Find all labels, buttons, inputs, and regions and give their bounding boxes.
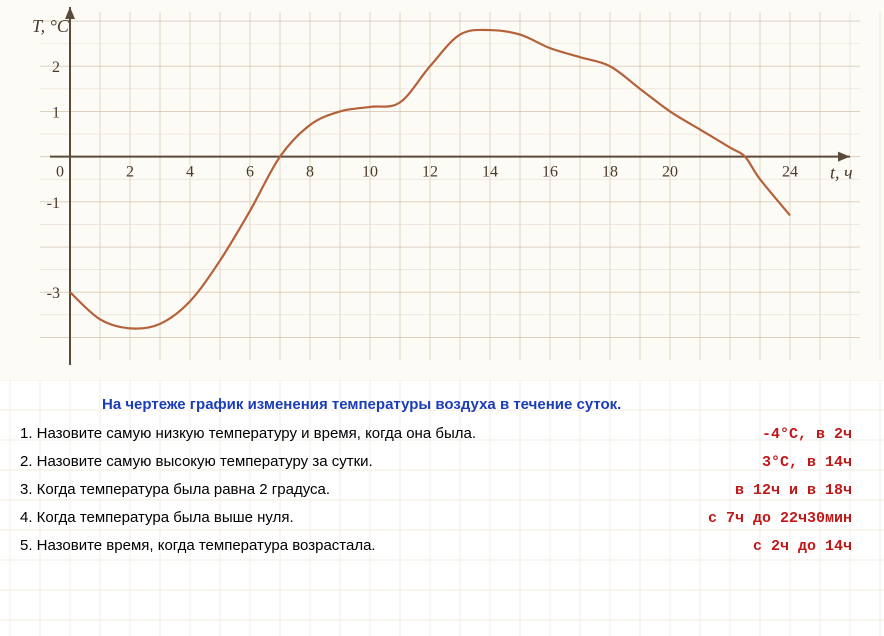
svg-text:8: 8 — [306, 164, 314, 181]
answer-text: -4°C, в 2ч — [714, 426, 864, 443]
question-text: 5. Назовите время, когда температура воз… — [20, 537, 376, 554]
chart-area: 0246810121416182024 -3-112 T, °C t, ч — [0, 0, 884, 380]
svg-text:-1: -1 — [47, 195, 60, 212]
question-text: 2. Назовите самую высокую температуру за… — [20, 453, 373, 470]
answer-text: с 2ч до 14ч — [714, 538, 864, 555]
question-text: 4. Когда температура была выше нуля. — [20, 509, 294, 526]
question-row: 3. Когда температура была равна 2 градус… — [12, 481, 872, 499]
svg-text:10: 10 — [362, 164, 378, 181]
svg-text:16: 16 — [542, 164, 558, 181]
questions-block: На чертеже график изменения температуры … — [0, 380, 884, 573]
answer-text: с 7ч до 22ч30мин — [708, 510, 864, 527]
svg-text:14: 14 — [482, 164, 498, 181]
question-row: 5. Назовите время, когда температура воз… — [12, 537, 872, 555]
svg-text:24: 24 — [782, 164, 798, 181]
svg-text:4: 4 — [186, 164, 194, 181]
svg-text:0: 0 — [56, 164, 64, 181]
svg-text:12: 12 — [422, 164, 438, 181]
answer-text: в 12ч и в 18ч — [714, 482, 864, 499]
question-text: 3. Когда температура была равна 2 градус… — [20, 481, 330, 498]
svg-text:1: 1 — [52, 104, 60, 121]
questions-title: На чертеже график изменения температуры … — [102, 396, 872, 413]
question-row: 4. Когда температура была выше нуля. с 7ч… — [12, 509, 872, 527]
question-row: 2. Назовите самую высокую температуру за… — [12, 453, 872, 471]
x-axis-label: t, ч — [830, 163, 853, 183]
questions-list: 1. Назовите самую низкую температуру и в… — [12, 425, 872, 555]
temperature-chart: 0246810121416182024 -3-112 T, °C t, ч — [0, 0, 884, 380]
svg-text:2: 2 — [126, 164, 134, 181]
svg-text:2: 2 — [52, 59, 60, 76]
svg-text:18: 18 — [602, 164, 618, 181]
svg-text:20: 20 — [662, 164, 678, 181]
svg-text:6: 6 — [246, 164, 254, 181]
answer-text: 3°C, в 14ч — [714, 454, 864, 471]
question-text: 1. Назовите самую низкую температуру и в… — [20, 425, 476, 442]
question-row: 1. Назовите самую низкую температуру и в… — [12, 425, 872, 443]
y-axis-label: T, °C — [32, 16, 70, 36]
svg-text:-3: -3 — [47, 285, 60, 302]
